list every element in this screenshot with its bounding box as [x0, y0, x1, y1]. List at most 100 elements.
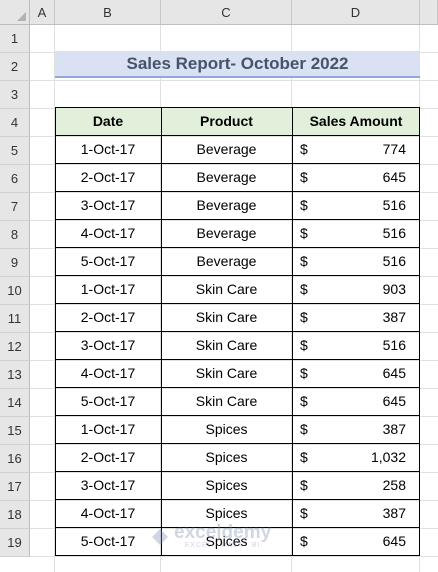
currency-symbol: $ [300, 281, 308, 297]
product-cell[interactable]: Skin Care [195, 309, 258, 325]
grid-line [30, 528, 438, 529]
amount-value: 774 [382, 141, 406, 157]
report-title[interactable]: Sales Report- October 2022 [55, 51, 420, 78]
row-header-2[interactable]: 2 [0, 53, 30, 81]
sales-amount-cell[interactable]: $1,032 [292, 443, 420, 471]
sales-amount-cell[interactable]: $387 [292, 499, 420, 527]
date-cell[interactable]: 5-Oct-17 [80, 253, 136, 269]
date-cell[interactable]: 2-Oct-17 [80, 449, 136, 465]
sales-amount-cell[interactable]: $258 [292, 471, 420, 499]
product-cell[interactable]: Skin Care [195, 337, 258, 353]
product-cell[interactable]: Beverage [196, 169, 257, 185]
sales-amount-cell[interactable]: $645 [292, 527, 420, 555]
sales-amount-cell[interactable]: $516 [292, 331, 420, 359]
row-header-6[interactable]: 6 [0, 165, 30, 193]
sales-amount-cell[interactable]: $516 [292, 247, 420, 275]
currency-symbol: $ [300, 421, 308, 437]
column-header-c[interactable]: C [161, 0, 292, 25]
product-cell[interactable]: Skin Care [195, 393, 258, 409]
row-header-15[interactable]: 15 [0, 417, 30, 445]
currency-symbol: $ [300, 337, 308, 353]
sales-amount-cell[interactable]: $774 [292, 135, 420, 163]
date-cell[interactable]: 4-Oct-17 [80, 225, 136, 241]
row-header-8[interactable]: 8 [0, 221, 30, 249]
column-header-a[interactable]: A [30, 0, 55, 25]
date-cell[interactable]: 3-Oct-17 [80, 337, 136, 353]
amount-value: 1,032 [370, 449, 406, 465]
grid-line [54, 25, 55, 572]
watermark: exceldemy EXCEL · DATA · BI [150, 523, 271, 549]
sales-amount-cell[interactable]: $645 [292, 163, 420, 191]
column-header-b[interactable]: B [55, 0, 161, 25]
grid-line [30, 388, 438, 389]
grid-line [30, 444, 438, 445]
sales-amount-cell[interactable]: $903 [292, 275, 420, 303]
date-cell[interactable]: 2-Oct-17 [80, 309, 136, 325]
product-cell[interactable]: Spices [205, 421, 248, 437]
sales-amount-cell[interactable]: $516 [292, 191, 420, 219]
product-cell[interactable]: Spices [205, 449, 248, 465]
product-cell[interactable]: Skin Care [195, 365, 258, 381]
product-cell[interactable]: Spices [205, 477, 248, 493]
row-header-18[interactable]: 18 [0, 501, 30, 529]
row-header-1[interactable]: 1 [0, 25, 30, 53]
row-header-17[interactable]: 17 [0, 473, 30, 501]
date-cell[interactable]: 5-Oct-17 [80, 533, 136, 549]
row-header-19[interactable]: 19 [0, 529, 30, 557]
grid-line [30, 136, 438, 137]
sales-amount-cell[interactable]: $387 [292, 303, 420, 331]
date-cell[interactable]: 3-Oct-17 [80, 197, 136, 213]
select-all-corner[interactable] [0, 0, 30, 25]
date-cell[interactable]: 2-Oct-17 [80, 169, 136, 185]
row-header-13[interactable]: 13 [0, 361, 30, 389]
sales-amount-cell[interactable]: $516 [292, 219, 420, 247]
currency-symbol: $ [300, 197, 308, 213]
amount-value: 387 [382, 309, 406, 325]
product-cell[interactable]: Spices [205, 533, 248, 549]
date-cell[interactable]: 4-Oct-17 [80, 505, 136, 521]
currency-symbol: $ [300, 169, 308, 185]
row-header-4[interactable]: 4 [0, 109, 30, 137]
column-header-d[interactable]: D [292, 0, 420, 25]
row-header-9[interactable]: 9 [0, 249, 30, 277]
date-cell[interactable]: 1-Oct-17 [80, 421, 136, 437]
currency-symbol: $ [300, 309, 308, 325]
product-cell[interactable]: Spices [205, 505, 248, 521]
row-header-12[interactable]: 12 [0, 333, 30, 361]
date-cell[interactable]: 1-Oct-17 [80, 281, 136, 297]
row-header-14[interactable]: 14 [0, 389, 30, 417]
column-header-overflow[interactable] [420, 0, 438, 25]
watermark-tagline: EXCEL · DATA · BI [184, 542, 261, 549]
grid-line [30, 276, 438, 277]
grid-line [30, 472, 438, 473]
product-cell[interactable]: Beverage [196, 141, 257, 157]
product-cell[interactable]: Beverage [196, 197, 257, 213]
sales-amount-cell[interactable]: $387 [292, 415, 420, 443]
product-cell[interactable]: Skin Care [195, 281, 258, 297]
currency-symbol: $ [300, 533, 308, 549]
amount-value: 645 [382, 169, 406, 185]
date-cell[interactable]: 4-Oct-17 [80, 365, 136, 381]
amount-value: 516 [382, 225, 406, 241]
row-header-10[interactable]: 10 [0, 277, 30, 305]
product-cell[interactable]: Beverage [196, 225, 257, 241]
table-header-cell[interactable]: Product [161, 107, 292, 135]
currency-symbol: $ [300, 141, 308, 157]
table-header-cell[interactable]: Date [55, 107, 161, 135]
grid-line [30, 220, 438, 221]
sales-amount-cell[interactable]: $645 [292, 359, 420, 387]
date-cell[interactable]: 5-Oct-17 [80, 393, 136, 409]
product-cell[interactable]: Beverage [196, 253, 257, 269]
row-header-16[interactable]: 16 [0, 445, 30, 473]
sales-amount-cell[interactable]: $645 [292, 387, 420, 415]
row-header-7[interactable]: 7 [0, 193, 30, 221]
row-header-3[interactable]: 3 [0, 81, 30, 109]
date-cell[interactable]: 1-Oct-17 [80, 141, 136, 157]
grid-line [30, 80, 438, 81]
row-header-11[interactable]: 11 [0, 305, 30, 333]
date-cell[interactable]: 3-Oct-17 [80, 477, 136, 493]
row-header-5[interactable]: 5 [0, 137, 30, 165]
table-header-cell[interactable]: Sales Amount [292, 107, 420, 135]
amount-value: 516 [382, 197, 406, 213]
